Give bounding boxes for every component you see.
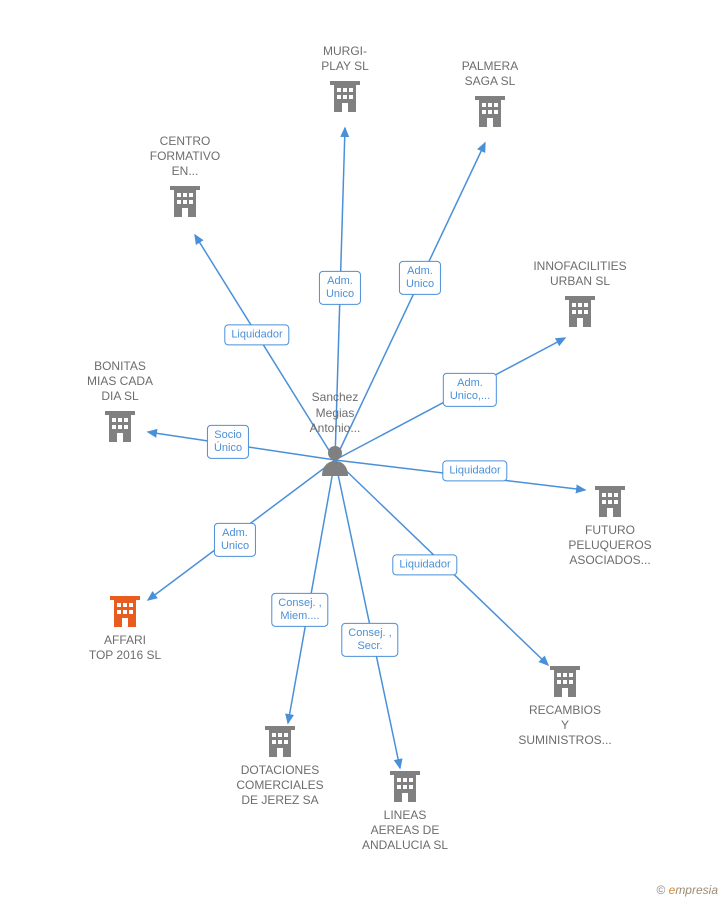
company-label: LINEAS AEREAS DE ANDALUCIA SL	[345, 808, 465, 853]
edge-line	[335, 460, 400, 768]
building-icon	[550, 666, 580, 697]
building-icon	[595, 486, 625, 517]
company-label: FUTURO PELUQUEROS ASOCIADOS...	[550, 523, 670, 568]
company-node[interactable]: BONITAS MIAS CADA DIA SL	[60, 357, 180, 404]
edge-label[interactable]: Liquidador	[442, 460, 507, 481]
company-node[interactable]: DOTACIONES COMERCIALES DE JEREZ SA	[220, 761, 340, 808]
central-person-label: Sanchez Megias Antonio...	[285, 390, 385, 437]
edge-label[interactable]: Adm. Unico	[399, 261, 441, 295]
edge-label[interactable]: Liquidador	[224, 324, 289, 345]
edge-label[interactable]: Adm. Unico	[214, 523, 256, 557]
edge-label[interactable]: Consej. , Secr.	[341, 623, 398, 657]
central-person-node[interactable]: Sanchez Megias Antonio...	[285, 390, 385, 437]
building-icon	[110, 596, 140, 627]
company-label: DOTACIONES COMERCIALES DE JEREZ SA	[220, 763, 340, 808]
company-node[interactable]: PALMERA SAGA SL	[430, 57, 550, 89]
edge-label[interactable]: Adm. Unico,...	[443, 373, 497, 407]
building-icon	[330, 81, 360, 112]
edge-label[interactable]: Adm. Unico	[319, 271, 361, 305]
company-node[interactable]: AFFARI TOP 2016 SL	[65, 631, 185, 663]
copyright: © empresia	[656, 883, 718, 897]
edge-line	[288, 460, 335, 723]
company-label: PALMERA SAGA SL	[430, 59, 550, 89]
building-icon	[565, 296, 595, 327]
company-label: CENTRO FORMATIVO EN...	[125, 134, 245, 179]
company-node[interactable]: RECAMBIOS Y SUMINISTROS...	[505, 701, 625, 748]
company-node[interactable]: FUTURO PELUQUEROS ASOCIADOS...	[550, 521, 670, 568]
company-label: RECAMBIOS Y SUMINISTROS...	[505, 703, 625, 748]
company-node[interactable]: LINEAS AEREAS DE ANDALUCIA SL	[345, 806, 465, 853]
diagram-canvas	[0, 0, 728, 905]
company-label: MURGI- PLAY SL	[285, 44, 405, 74]
company-label: BONITAS MIAS CADA DIA SL	[60, 359, 180, 404]
company-label: AFFARI TOP 2016 SL	[65, 633, 185, 663]
edge-label[interactable]: Liquidador	[392, 554, 457, 575]
building-icon	[390, 771, 420, 802]
edge-label[interactable]: Consej. , Miem....	[271, 593, 328, 627]
brand: empresia	[669, 883, 718, 897]
building-icon	[475, 96, 505, 127]
edge-label[interactable]: Socio Único	[207, 425, 249, 459]
company-node[interactable]: CENTRO FORMATIVO EN...	[125, 132, 245, 179]
copyright-symbol: ©	[656, 883, 665, 897]
building-icon	[105, 411, 135, 442]
building-icon	[170, 186, 200, 217]
building-icon	[265, 726, 295, 757]
company-label: INNOFACILITIES URBAN SL	[520, 259, 640, 289]
company-node[interactable]: MURGI- PLAY SL	[285, 42, 405, 74]
company-node[interactable]: INNOFACILITIES URBAN SL	[520, 257, 640, 289]
